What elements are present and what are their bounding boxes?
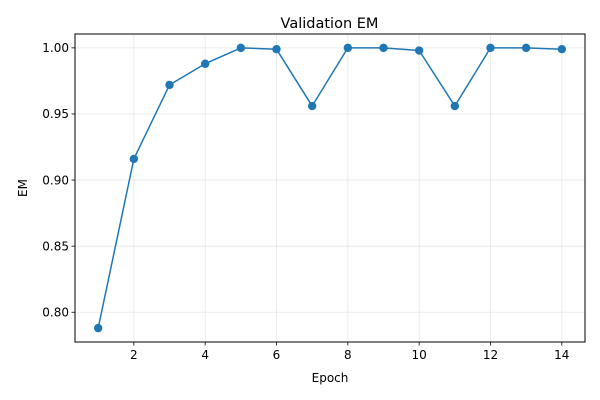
y-tick-label: 0.90 [42, 173, 69, 187]
data-point [93, 323, 103, 333]
y-tick-label: 1.00 [42, 41, 69, 55]
data-point [343, 43, 353, 53]
chart-title: Validation EM [281, 16, 379, 32]
data-point [129, 154, 139, 164]
data-point [414, 46, 424, 55]
x-tick-label: 14 [554, 348, 569, 362]
data-point [200, 59, 210, 68]
y-axis-label: EM [16, 179, 30, 197]
y-tick-label: 0.85 [42, 239, 69, 253]
x-tick-label: 4 [201, 348, 209, 362]
data-point [379, 43, 388, 53]
data-point [307, 101, 317, 111]
x-tick-label: 10 [412, 348, 427, 362]
series-line [97, 47, 562, 329]
series-layer [93, 43, 567, 333]
plot-frame [74, 33, 586, 343]
data-point [236, 43, 246, 53]
data-point [521, 43, 531, 53]
data-point [272, 45, 281, 54]
data-point [165, 80, 174, 90]
grid [75, 34, 585, 342]
axis-ticks: 2 4 6 8 10 12 14 0.80 0.85 0.90 0.95 1.00 [42, 41, 569, 362]
data-point [486, 43, 495, 53]
data-point [450, 101, 460, 111]
y-tick-label: 0.80 [42, 305, 69, 319]
x-tick-label: 12 [483, 348, 498, 362]
x-tick-label: 2 [130, 348, 138, 362]
y-tick-label: 0.95 [42, 107, 69, 121]
x-axis-label: Epoch [312, 371, 349, 385]
x-tick-label: 8 [344, 348, 352, 362]
data-point [557, 45, 567, 54]
x-tick-label: 6 [273, 348, 281, 362]
